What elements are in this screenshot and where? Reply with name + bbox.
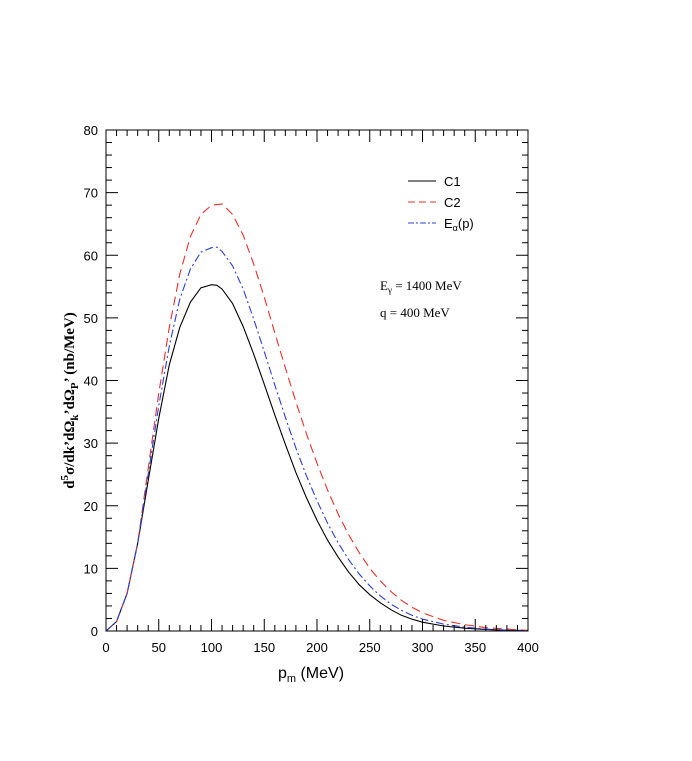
plot-frame <box>105 129 529 632</box>
y-axis-label-part: d <box>62 480 78 489</box>
x-tick-label: 400 <box>517 640 539 655</box>
y-axis-label-part: 5 <box>59 474 71 480</box>
x-tick-label: 350 <box>464 640 486 655</box>
y-tick-label: 50 <box>84 311 98 326</box>
series-line-2 <box>105 246 529 632</box>
y-tick-label: 30 <box>84 436 98 451</box>
y-axis-label-part: ’ (nb/MeV) <box>62 312 78 382</box>
y-tick-labels: 0 10 20 30 40 50 60 70 80 <box>84 123 98 639</box>
y-tick-label: 10 <box>84 561 98 576</box>
x-tick-label: 300 <box>412 640 434 655</box>
legend-label-0: C1 <box>444 174 461 189</box>
legend: C1 C2 Eα(p) <box>408 174 474 233</box>
x-tick-label: 100 <box>201 640 223 655</box>
y-axis-label: d5σ/dk’dΩk’dΩP’ (nb/MeV) <box>59 312 81 489</box>
x-tick-label: 50 <box>152 640 166 655</box>
y-tick-label: 20 <box>84 499 98 514</box>
y-axis-label-part: σ/dk’dΩ <box>62 421 78 475</box>
series-line-0 <box>105 284 529 632</box>
y-axis-label-part: P <box>69 382 81 389</box>
y-tick-label: 80 <box>84 123 98 138</box>
y-tick-label: 60 <box>84 248 98 263</box>
annotations: Eγ = 1400 MeV q = 400 MeV <box>380 278 462 320</box>
y-axis-label-part: k <box>69 414 81 421</box>
x-tick-label: 150 <box>253 640 275 655</box>
y-tick-label: 40 <box>84 374 98 389</box>
y-tick-label: 70 <box>84 186 98 201</box>
annotation-0: Eγ = 1400 MeV <box>380 278 462 295</box>
legend-label-1: C2 <box>444 195 461 210</box>
x-tick-labels: 0 50 100 150 200 250 300 350 400 <box>102 640 538 655</box>
y-axis-label-part: ’dΩ <box>62 389 78 414</box>
legend-label-2: Eα(p) <box>444 216 474 233</box>
x-axis-label: pm (MeV) <box>278 665 344 685</box>
annotation-1: q = 400 MeV <box>380 305 450 320</box>
series-line-1 <box>105 203 529 632</box>
axis-ticks <box>105 129 529 632</box>
y-tick-label: 0 <box>91 624 98 639</box>
x-tick-label: 0 <box>102 640 109 655</box>
x-tick-label: 250 <box>359 640 381 655</box>
x-tick-label: 200 <box>306 640 328 655</box>
series-lines <box>105 203 529 632</box>
